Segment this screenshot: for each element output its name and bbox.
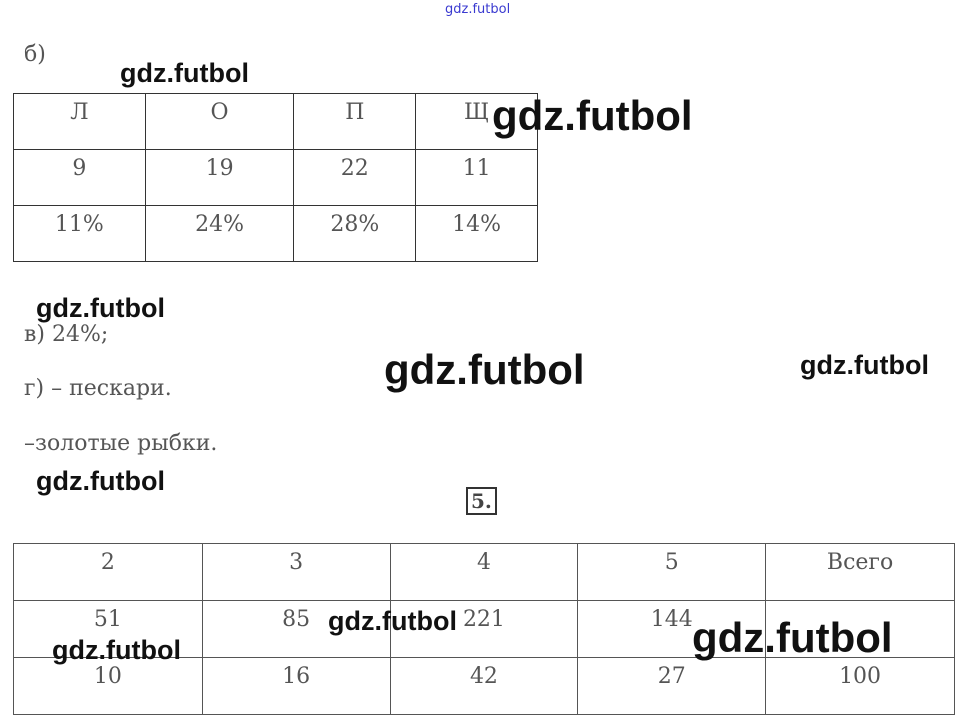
cell: 19 (144, 149, 295, 206)
header-cell: 2 (13, 543, 203, 601)
cell: 51 (13, 600, 203, 658)
cell: 221 (389, 600, 579, 658)
table-task5: 2 3 4 5 Всего 51 85 221 144 10 16 42 27 … (13, 543, 955, 715)
header-cell: Щ (415, 93, 538, 150)
cell: 144 (577, 600, 767, 658)
table-row: 9 19 22 11 (13, 149, 538, 206)
section-g-text-2: –золотые рыбки. (24, 431, 218, 456)
cell: 24% (144, 205, 295, 262)
section-b-label: б) (24, 42, 46, 67)
watermark: gdz.futbol (52, 635, 181, 665)
header-cell: 4 (389, 543, 579, 601)
table-row: 2 3 4 5 Всего (13, 543, 955, 601)
watermark: gdz.futbol (384, 346, 585, 393)
cell: 28% (293, 205, 417, 262)
header-cell: О (144, 93, 295, 150)
cell: 11 (415, 149, 538, 206)
cell: 10 (13, 657, 203, 715)
table-row: 10 16 42 27 100 (13, 657, 955, 715)
header-cell: 3 (201, 543, 391, 601)
cell: 42 (389, 657, 579, 715)
header-cell: Л (13, 93, 146, 150)
section-v-text: в) 24%; (24, 322, 109, 347)
watermark: gdz.futbol (120, 58, 249, 88)
watermark: gdz.futbol (36, 293, 165, 323)
watermark: gdz.futbol (692, 614, 893, 661)
table-row: 51 85 221 144 (13, 600, 955, 658)
header-cell: Всего (765, 543, 955, 601)
watermark-link[interactable]: gdz.futbol (445, 2, 511, 17)
cell: 14% (415, 205, 538, 262)
cell: 27 (577, 657, 767, 715)
watermark: gdz.futbol (800, 350, 929, 380)
watermark: gdz.futbol (328, 606, 457, 636)
cell: 100 (765, 657, 955, 715)
cell: 11% (13, 205, 146, 262)
section-g-text: г) – пескари. (24, 376, 172, 401)
header-cell: 5 (577, 543, 767, 601)
table-row: 11% 24% 28% 14% (13, 205, 538, 262)
task-number: 5. (466, 487, 497, 515)
cell: 9 (13, 149, 146, 206)
cell: 22 (293, 149, 417, 206)
watermark: gdz.futbol (36, 466, 165, 496)
table-row: Л О П Щ (13, 93, 538, 150)
watermark: gdz.futbol (492, 92, 693, 139)
table-b: Л О П Щ 9 19 22 11 11% 24% 28% 14% (13, 93, 538, 262)
header-cell: П (293, 93, 417, 150)
cell (765, 600, 955, 658)
cell: 16 (201, 657, 391, 715)
